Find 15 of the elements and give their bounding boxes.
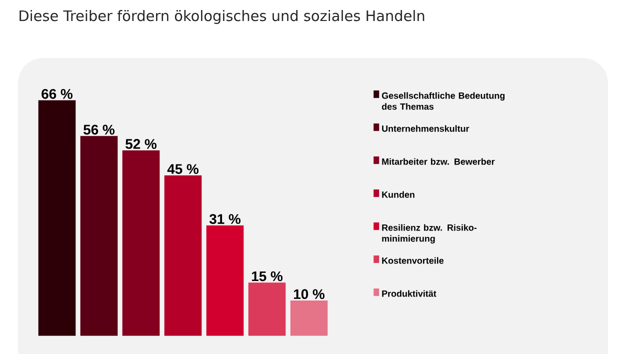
data-label: 56 % <box>84 124 115 135</box>
legend-label: Produktivität <box>382 290 436 297</box>
legend-label: Unternehmenskultur <box>382 125 470 132</box>
data-label: 45 % <box>167 164 199 174</box>
legend-label: Resilienz bzw. Risiko-minimierung <box>382 224 477 244</box>
chart-title: Diese Treiber fördern ökologisches und soziales Handeln <box>20 10 424 24</box>
legend-label: Kunden <box>382 191 414 198</box>
data-label: 66 % <box>42 88 73 99</box>
legend-label: Gesellschaftliche Bedeutung des Themas <box>382 92 505 110</box>
data-label: 31 % <box>209 214 241 224</box>
data-label: 52 % <box>126 139 157 149</box>
legend-label: Mitarbeiter bzw. Bewerber <box>382 158 495 165</box>
data-label: 15 % <box>252 271 283 282</box>
data-label: 10 % <box>294 289 325 300</box>
legend-label: Kostenvorteile <box>382 257 444 264</box>
